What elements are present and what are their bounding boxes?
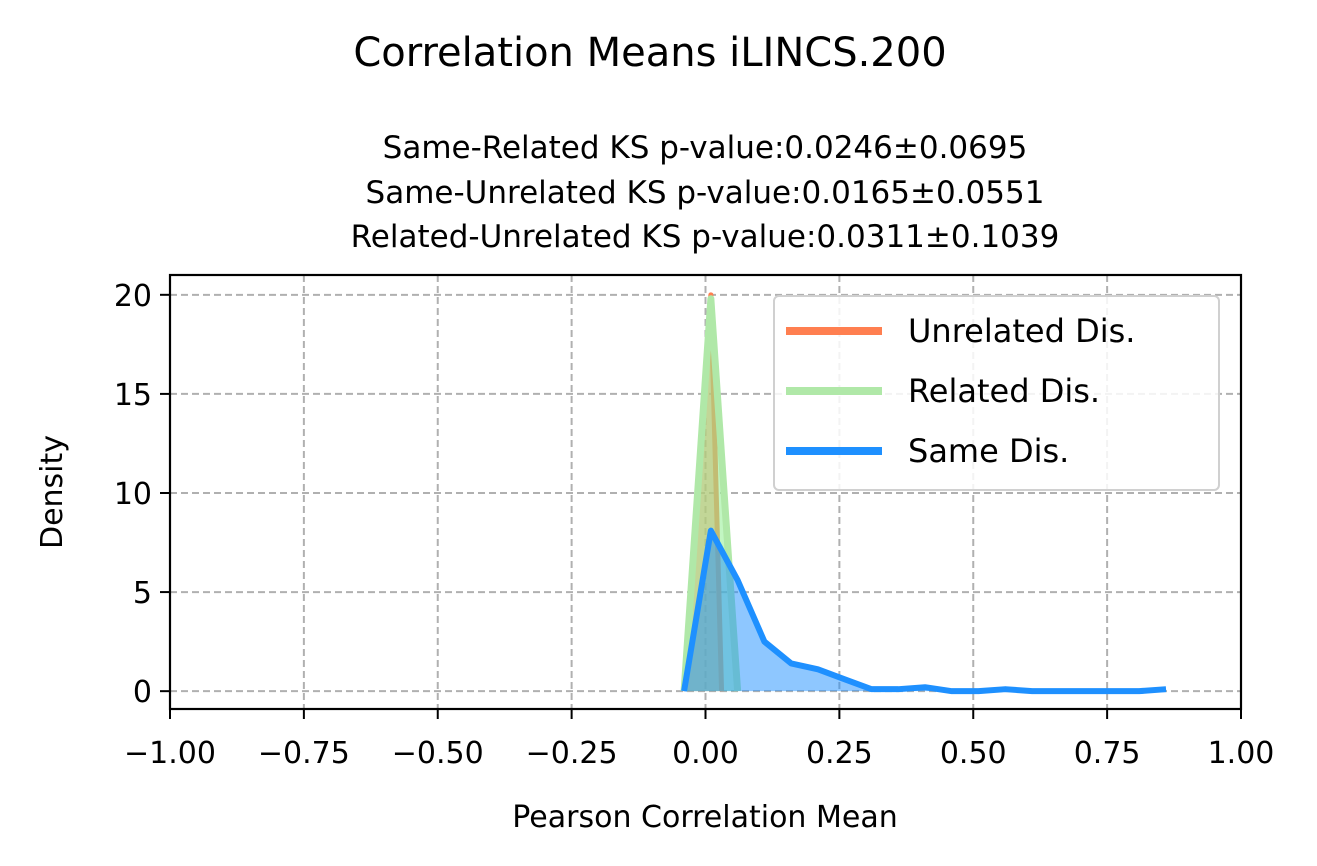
x-tick-label: 0.25 (806, 736, 873, 771)
x-axis-label: Pearson Correlation Mean (512, 800, 897, 835)
legend-label: Same Dis. (908, 432, 1069, 470)
chart-title-line-3: Related-Unrelated KS p-value:0.0311±0.10… (351, 219, 1060, 255)
x-tick-label: 1.00 (1208, 736, 1275, 771)
legend-box (773, 295, 1220, 491)
chart-title-line-1: Same-Related KS p-value:0.0246±0.0695 (383, 130, 1028, 166)
figure-suptitle: Correlation Means iLINCS.200 (353, 30, 946, 76)
y-tick-label: 10 (114, 477, 152, 512)
x-tick-label: 0.75 (1074, 736, 1141, 771)
series-line-same-dis (681, 527, 1167, 695)
x-tick-label: −0.75 (258, 736, 350, 771)
y-tick-label: 15 (114, 378, 152, 413)
legend-label: Related Dis. (908, 372, 1100, 410)
legend-label: Unrelated Dis. (908, 312, 1135, 350)
plot-area (680, 292, 1167, 695)
chart-title-line-2: Same-Unrelated KS p-value:0.0165±0.0551 (366, 175, 1045, 211)
x-tick-label: 0.00 (672, 736, 739, 771)
x-tick-label: −0.25 (526, 736, 618, 771)
x-tick-label: 0.50 (940, 736, 1007, 771)
y-tick-label: 0 (133, 675, 152, 710)
y-axis-label: Density (35, 435, 70, 549)
series-fill-same-dis (684, 530, 1167, 692)
x-tick-label: −0.50 (392, 736, 484, 771)
axis-ticks: −1.00 −0.75 −0.50 −0.25 0.00 0.25 0.50 0.75 1.00… (114, 279, 1275, 771)
y-tick-label: 20 (114, 279, 152, 314)
legend: Unrelated Dis. Related Dis. Same Dis. (773, 295, 1220, 491)
y-tick-label: 5 (133, 576, 152, 611)
x-tick-label: −1.00 (124, 736, 216, 771)
